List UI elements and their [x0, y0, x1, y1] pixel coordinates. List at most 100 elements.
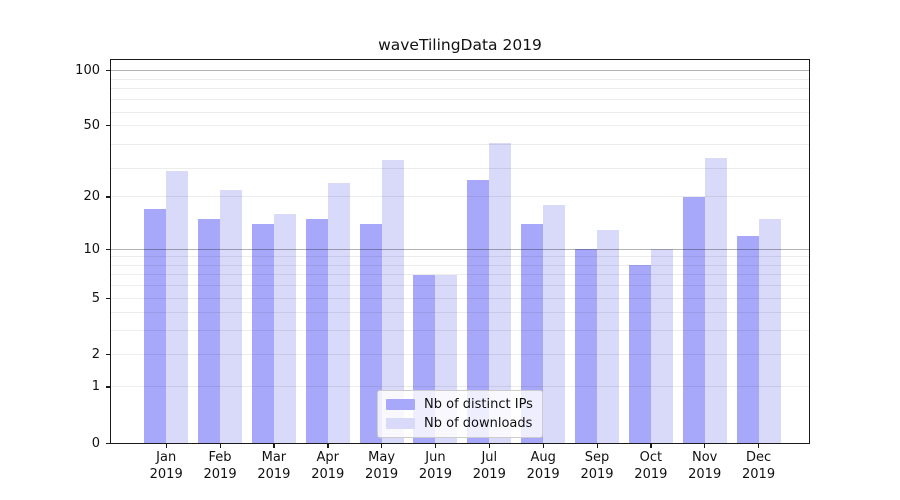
x-tick-year: 2019 — [311, 466, 345, 482]
bar-downloads-jul — [489, 142, 512, 443]
x-tick-month: Feb — [208, 450, 232, 465]
x-tick-month: Jul — [481, 450, 498, 465]
bar-distinct-ips-aug — [521, 224, 544, 443]
bar-distinct-ips-sep — [575, 249, 597, 443]
x-tick-label-dec: Dec 2019 — [729, 450, 789, 483]
x-tick-year: 2019 — [257, 466, 291, 482]
bar-distinct-ips-mar — [251, 224, 274, 443]
x-tick-year: 2019 — [149, 466, 183, 482]
x-tick-year: 2019 — [365, 466, 399, 482]
x-tick-label-mar: Mar 2019 — [244, 450, 304, 483]
x-tick-month: Jan — [156, 450, 177, 465]
gridline-minor — [111, 274, 809, 276]
x-tick-label-may: May 2019 — [352, 450, 412, 483]
x-tick-month: Aug — [530, 450, 556, 465]
bar-downloads-nov — [704, 157, 727, 443]
bar-distinct-ips-feb — [198, 218, 221, 443]
legend-row-distinct-ips: Nb of distinct IPs — [386, 397, 533, 412]
bar-downloads-oct — [650, 249, 673, 443]
y-tick-label-100: 100 — [75, 62, 100, 78]
bar-distinct-ips-jul — [467, 179, 490, 443]
y-tick-mark — [106, 386, 111, 388]
legend-label-distinct-ips: Nb of distinct IPs — [424, 397, 533, 412]
gridline-minor — [111, 264, 809, 266]
x-tick-mark — [488, 443, 491, 448]
y-tick-label-50: 50 — [83, 117, 100, 133]
x-tick-year: 2019 — [688, 466, 722, 482]
x-tick-month: Apr — [316, 450, 340, 465]
bar-distinct-ips-may — [359, 224, 382, 443]
bar-downloads-sep — [597, 229, 619, 443]
x-tick-mark — [273, 443, 275, 448]
x-tick-year: 2019 — [418, 466, 452, 482]
x-tick-mark — [327, 443, 329, 448]
bar-downloads-jan — [166, 170, 189, 443]
x-tick-month: Mar — [261, 450, 287, 465]
bar-distinct-ips-oct — [628, 265, 651, 443]
chart-title: waveTilingData 2019 — [378, 36, 542, 54]
y-tick-label-5: 5 — [91, 290, 100, 306]
gridline-minor — [111, 111, 809, 113]
legend-row-downloads: Nb of downloads — [386, 416, 533, 431]
gridline-major — [111, 248, 809, 250]
y-tick-label-1: 1 — [91, 379, 100, 395]
x-tick-label-oct: Oct 2019 — [621, 450, 681, 483]
y-tick-label-2: 2 — [91, 346, 100, 362]
x-tick-label-nov: Nov 2019 — [675, 450, 735, 483]
x-tick-year: 2019 — [526, 466, 560, 482]
x-tick-month: Oct — [639, 450, 663, 465]
y-tick-label-10: 10 — [83, 241, 100, 257]
bar-downloads-dec — [758, 218, 781, 443]
gridline-minor — [111, 285, 809, 287]
x-tick-month: May — [368, 450, 396, 465]
bar-downloads-may — [381, 160, 404, 443]
x-tick-mark — [381, 443, 383, 448]
x-tick-label-jul: Jul 2019 — [459, 450, 519, 483]
gridline-minor — [111, 196, 809, 198]
y-tick-mark — [106, 248, 111, 250]
x-tick-mark — [219, 443, 221, 448]
x-tick-label-sep: Sep 2019 — [567, 450, 627, 483]
x-tick-year: 2019 — [580, 466, 614, 482]
x-tick-month: Dec — [745, 450, 772, 465]
y-tick-label-0: 0 — [91, 435, 100, 451]
gridline-minor — [111, 167, 809, 169]
bar-distinct-ips-jan — [144, 209, 167, 443]
bar-distinct-ips-nov — [682, 196, 705, 443]
gridline-minor — [111, 297, 809, 299]
x-tick-label-feb: Feb 2019 — [190, 450, 250, 483]
gridline-minor — [111, 386, 809, 388]
bar-downloads-aug — [543, 205, 566, 443]
y-tick-mark — [106, 442, 111, 444]
y-tick-mark — [106, 196, 111, 198]
bar-downloads-mar — [273, 214, 296, 443]
bar-downloads-feb — [220, 189, 243, 443]
x-tick-mark — [434, 443, 437, 448]
legend-swatch-distinct-ips-icon — [386, 398, 415, 411]
x-tick-year: 2019 — [472, 466, 506, 482]
y-tick-mark — [106, 124, 111, 127]
x-tick-mark — [596, 443, 598, 448]
x-tick-mark — [165, 443, 167, 448]
gridline-major — [111, 69, 809, 71]
bar-distinct-ips-apr — [305, 218, 328, 443]
plot-area: Nb of distinct IPs Nb of downloads — [110, 59, 810, 444]
legend-label-downloads: Nb of downloads — [424, 416, 533, 431]
gridline-minor — [111, 353, 809, 355]
gridline-minor — [111, 330, 809, 332]
x-tick-mark — [758, 443, 760, 448]
x-tick-year: 2019 — [742, 466, 776, 482]
x-tick-year: 2019 — [203, 466, 237, 482]
x-tick-year: 2019 — [634, 466, 668, 482]
gridline-minor — [111, 256, 809, 258]
legend-swatch-downloads-icon — [386, 417, 415, 430]
x-tick-mark — [704, 443, 706, 448]
gridline-minor — [111, 312, 809, 314]
bar-distinct-ips-dec — [736, 235, 759, 443]
x-tick-month: Sep — [584, 450, 610, 465]
y-tick-mark — [106, 353, 111, 355]
y-tick-label-20: 20 — [83, 189, 100, 205]
x-tick-label-apr: Apr 2019 — [298, 450, 358, 483]
x-tick-month: Nov — [692, 450, 718, 465]
